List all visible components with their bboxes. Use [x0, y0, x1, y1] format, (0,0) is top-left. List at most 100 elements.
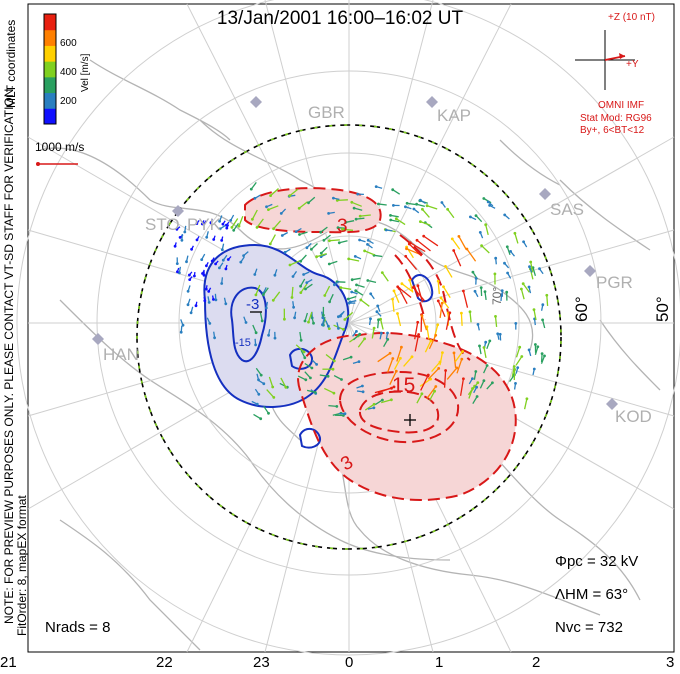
velocity-vector-origin — [434, 333, 438, 337]
velocity-vector-origin — [478, 344, 481, 348]
preview-notice: NOTE: FOR PREVIEW PURPOSES ONLY. PLEASE … — [2, 85, 16, 624]
velocity-vector — [377, 319, 380, 329]
potential-max-marker — [404, 414, 416, 426]
velocity-vector — [473, 371, 477, 380]
velocity-vector — [367, 279, 377, 284]
station-label-han: HAN — [103, 345, 139, 364]
velocity-vector-origin — [302, 273, 305, 276]
velocity-vector-origin — [237, 224, 241, 228]
velocity-vector — [426, 386, 437, 399]
map-title: 13/Jan/2001 16:00–16:02 UT — [216, 8, 464, 29]
velocity-vector-origin — [346, 297, 350, 301]
velocity-vector — [506, 246, 511, 256]
velocity-vector — [453, 250, 462, 267]
velocity-vector-origin — [421, 207, 424, 211]
velocity-vector — [300, 349, 306, 358]
mlt-label-0: 0 — [345, 654, 354, 671]
velocity-vector-origin — [175, 227, 179, 231]
velocity-vector-origin — [521, 282, 525, 286]
velocity-vector-origin — [457, 235, 461, 238]
velocity-vector — [377, 386, 395, 394]
velocity-vector — [364, 250, 375, 256]
velocity-vector-origin — [392, 289, 396, 293]
velocity-vector-origin — [327, 262, 331, 266]
velocity-vector — [280, 377, 287, 388]
velocity-colorbar — [43, 13, 57, 125]
velocity-vector-origin — [545, 293, 549, 297]
velocity-vector-origin — [372, 406, 376, 410]
velocity-vector-origin — [529, 260, 533, 264]
velocity-vector-origin — [415, 202, 418, 206]
velocity-vector-origin — [416, 320, 420, 324]
velocity-vector — [546, 295, 549, 306]
velocity-vector-origin — [214, 298, 218, 302]
velocity-vector-origin — [297, 206, 301, 210]
velocity-vector — [409, 242, 426, 253]
mlt-label-3: 3 — [666, 654, 675, 671]
velocity-vector-origin — [327, 324, 330, 328]
velocity-vector — [310, 314, 315, 324]
velocity-vector — [515, 347, 521, 358]
velocity-vector-origin — [525, 397, 529, 401]
station-label-sto: STO — [145, 215, 180, 234]
velocity-vector-origin — [412, 207, 416, 211]
velocity-vector-origin — [332, 391, 336, 395]
velocity-vector-origin — [446, 207, 449, 211]
velocity-vector-origin — [267, 411, 270, 415]
velocity-vector — [298, 201, 308, 209]
velocity-vector — [329, 260, 338, 265]
velocity-vector — [429, 390, 436, 401]
velocity-vector-origin — [212, 298, 215, 301]
velocity-vector-origin — [468, 310, 472, 314]
velocity-vector — [403, 356, 413, 367]
velocity-vector-origin — [189, 311, 193, 315]
velocity-vector — [342, 356, 352, 361]
velocity-vector-origin — [377, 202, 380, 206]
velocity-vector — [324, 387, 335, 394]
velocity-vector — [466, 248, 477, 262]
velocity-vector-origin — [520, 287, 523, 291]
velocity-vector — [522, 283, 530, 293]
scale-vector-label: 1000 m/s — [35, 140, 85, 154]
velocity-vector — [273, 220, 282, 230]
velocity-vector-origin — [193, 274, 196, 278]
velocity-vector — [421, 315, 428, 331]
velocity-vector-origin — [304, 378, 308, 382]
mlt-label-22: 22 — [156, 654, 173, 671]
velocity-vector-origin — [259, 373, 263, 377]
velocity-vector — [523, 398, 528, 410]
velocity-vector-origin — [448, 311, 452, 315]
velocity-vector-origin — [341, 227, 344, 231]
velocity-vector-origin — [353, 255, 357, 258]
velocity-vector-origin — [358, 214, 362, 218]
velocity-vector-origin — [419, 198, 422, 202]
velocity-vector-origin — [299, 338, 303, 342]
velocity-vector-origin — [411, 286, 415, 289]
velocity-vector-origin — [482, 346, 486, 349]
velocity-vector-origin — [310, 366, 314, 370]
velocity-vector-origin — [303, 319, 307, 323]
velocity-vector-origin — [514, 322, 518, 325]
velocity-vector — [481, 245, 490, 254]
velocity-vector-origin — [347, 257, 351, 261]
velocity-vector-origin — [392, 385, 396, 389]
velocity-vector-origin — [506, 271, 509, 275]
velocity-vector-origin — [480, 244, 483, 248]
velocity-vector-origin — [264, 306, 268, 310]
imf-axis-label: +Z (10 nT) — [608, 12, 655, 23]
velocity-vector-origin — [255, 226, 259, 229]
velocity-vector-origin — [307, 320, 310, 324]
velocity-vector-origin — [509, 250, 512, 253]
contour-label-3-top: 3 — [337, 216, 348, 237]
station-label-pgr: PGR — [596, 273, 633, 292]
velocity-vector — [483, 347, 487, 359]
velocity-vector-origin — [379, 317, 382, 321]
velocity-vector-origin — [358, 332, 362, 336]
velocity-vector-origin — [299, 284, 302, 288]
velocity-vector-origin — [210, 259, 214, 263]
velocity-vector-origin — [436, 279, 440, 283]
velocity-vector-origin — [369, 317, 372, 321]
velocity-vector-origin — [307, 201, 310, 205]
velocity-vector — [233, 223, 240, 231]
